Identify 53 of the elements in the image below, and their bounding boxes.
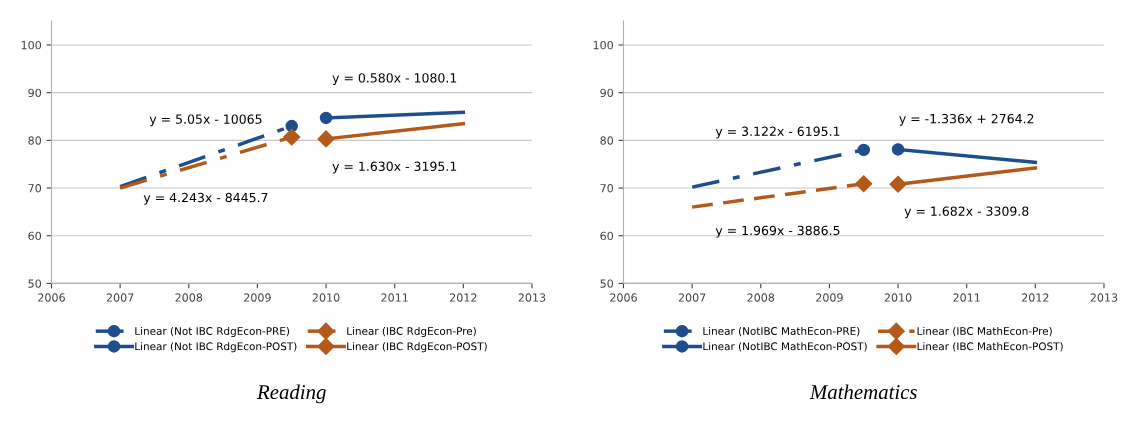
- point: [857, 143, 870, 157]
- x-axis-title: Mathematics: [809, 384, 917, 400]
- annotation: y = 5.05x - 10065: [149, 114, 262, 127]
- x-tick-label: 2012: [450, 293, 477, 302]
- x-tick-label: 2007: [106, 293, 134, 302]
- x-tick-label: 2013: [518, 293, 546, 302]
- x-tick-label: 2006: [38, 293, 65, 302]
- point: [891, 143, 905, 156]
- legend-label: Linear (NotIBC MathEcon-PRE): [703, 326, 860, 337]
- y-tick-label: 100: [593, 40, 614, 50]
- x-tick-label: 2009: [244, 293, 271, 302]
- annotation: y = 3.122x - 6195.1: [715, 126, 840, 139]
- x-tick-label: 2010: [884, 293, 912, 302]
- y-tick-label: 90: [600, 88, 614, 98]
- point: [855, 175, 873, 193]
- annotation: y = 4.243x - 8445.7: [143, 192, 268, 205]
- y-tick-label: 50: [28, 279, 42, 288]
- annotation: y = 1.682x - 3309.8: [904, 206, 1029, 219]
- legend-label: Linear (IBC RdgEcon-Pre): [347, 326, 476, 337]
- y-tick-label: 60: [28, 231, 42, 241]
- y-tick-label: 90: [28, 88, 42, 98]
- x-tick-label: 2009: [816, 293, 843, 302]
- legend-label: Linear (Not IBC RdgEcon-POST): [135, 342, 297, 353]
- y-tick-label: 80: [600, 136, 614, 145]
- x-tick-label: 2006: [610, 293, 637, 302]
- annotation: y = -1.336x + 2764.2: [899, 113, 1034, 126]
- legend-label: Linear (IBC RdgEcon-POST): [347, 342, 487, 353]
- x-axis-title: Reading: [256, 384, 326, 404]
- annotation: y = 1.969x - 3886.5: [715, 225, 840, 238]
- point: [317, 130, 335, 148]
- y-tick-label: 50: [600, 279, 614, 288]
- legend-label: Linear (IBC MathEcon-Pre): [917, 326, 1052, 337]
- point: [283, 128, 301, 146]
- x-tick-label: 2008: [747, 293, 775, 302]
- y-tick-label: 60: [600, 231, 614, 241]
- annotation: y = 0.580x - 1080.1: [332, 73, 457, 86]
- x-tick-label: 2013: [1090, 293, 1118, 302]
- y-tick-label: 100: [21, 40, 42, 50]
- legend-label: Linear (NotIBC MathEcon-POST): [703, 342, 867, 352]
- x-tick-label: 2012: [1022, 293, 1049, 302]
- legend-label: Linear (IBC MathEcon-POST): [917, 342, 1063, 352]
- x-tick-label: 2011: [381, 293, 408, 302]
- point: [889, 175, 907, 193]
- x-tick-label: 2007: [678, 293, 706, 302]
- x-tick-label: 2010: [312, 293, 340, 302]
- x-tick-label: 2011: [953, 293, 980, 302]
- y-tick-label: 70: [28, 184, 42, 193]
- point: [319, 111, 333, 125]
- legend-label: Linear (Not IBC RdgEcon-PRE): [135, 326, 290, 337]
- x-tick-label: 2008: [175, 293, 203, 302]
- annotation: y = 1.630x - 3195.1: [332, 161, 457, 174]
- y-tick-label: 80: [28, 136, 42, 145]
- y-tick-label: 70: [600, 184, 614, 193]
